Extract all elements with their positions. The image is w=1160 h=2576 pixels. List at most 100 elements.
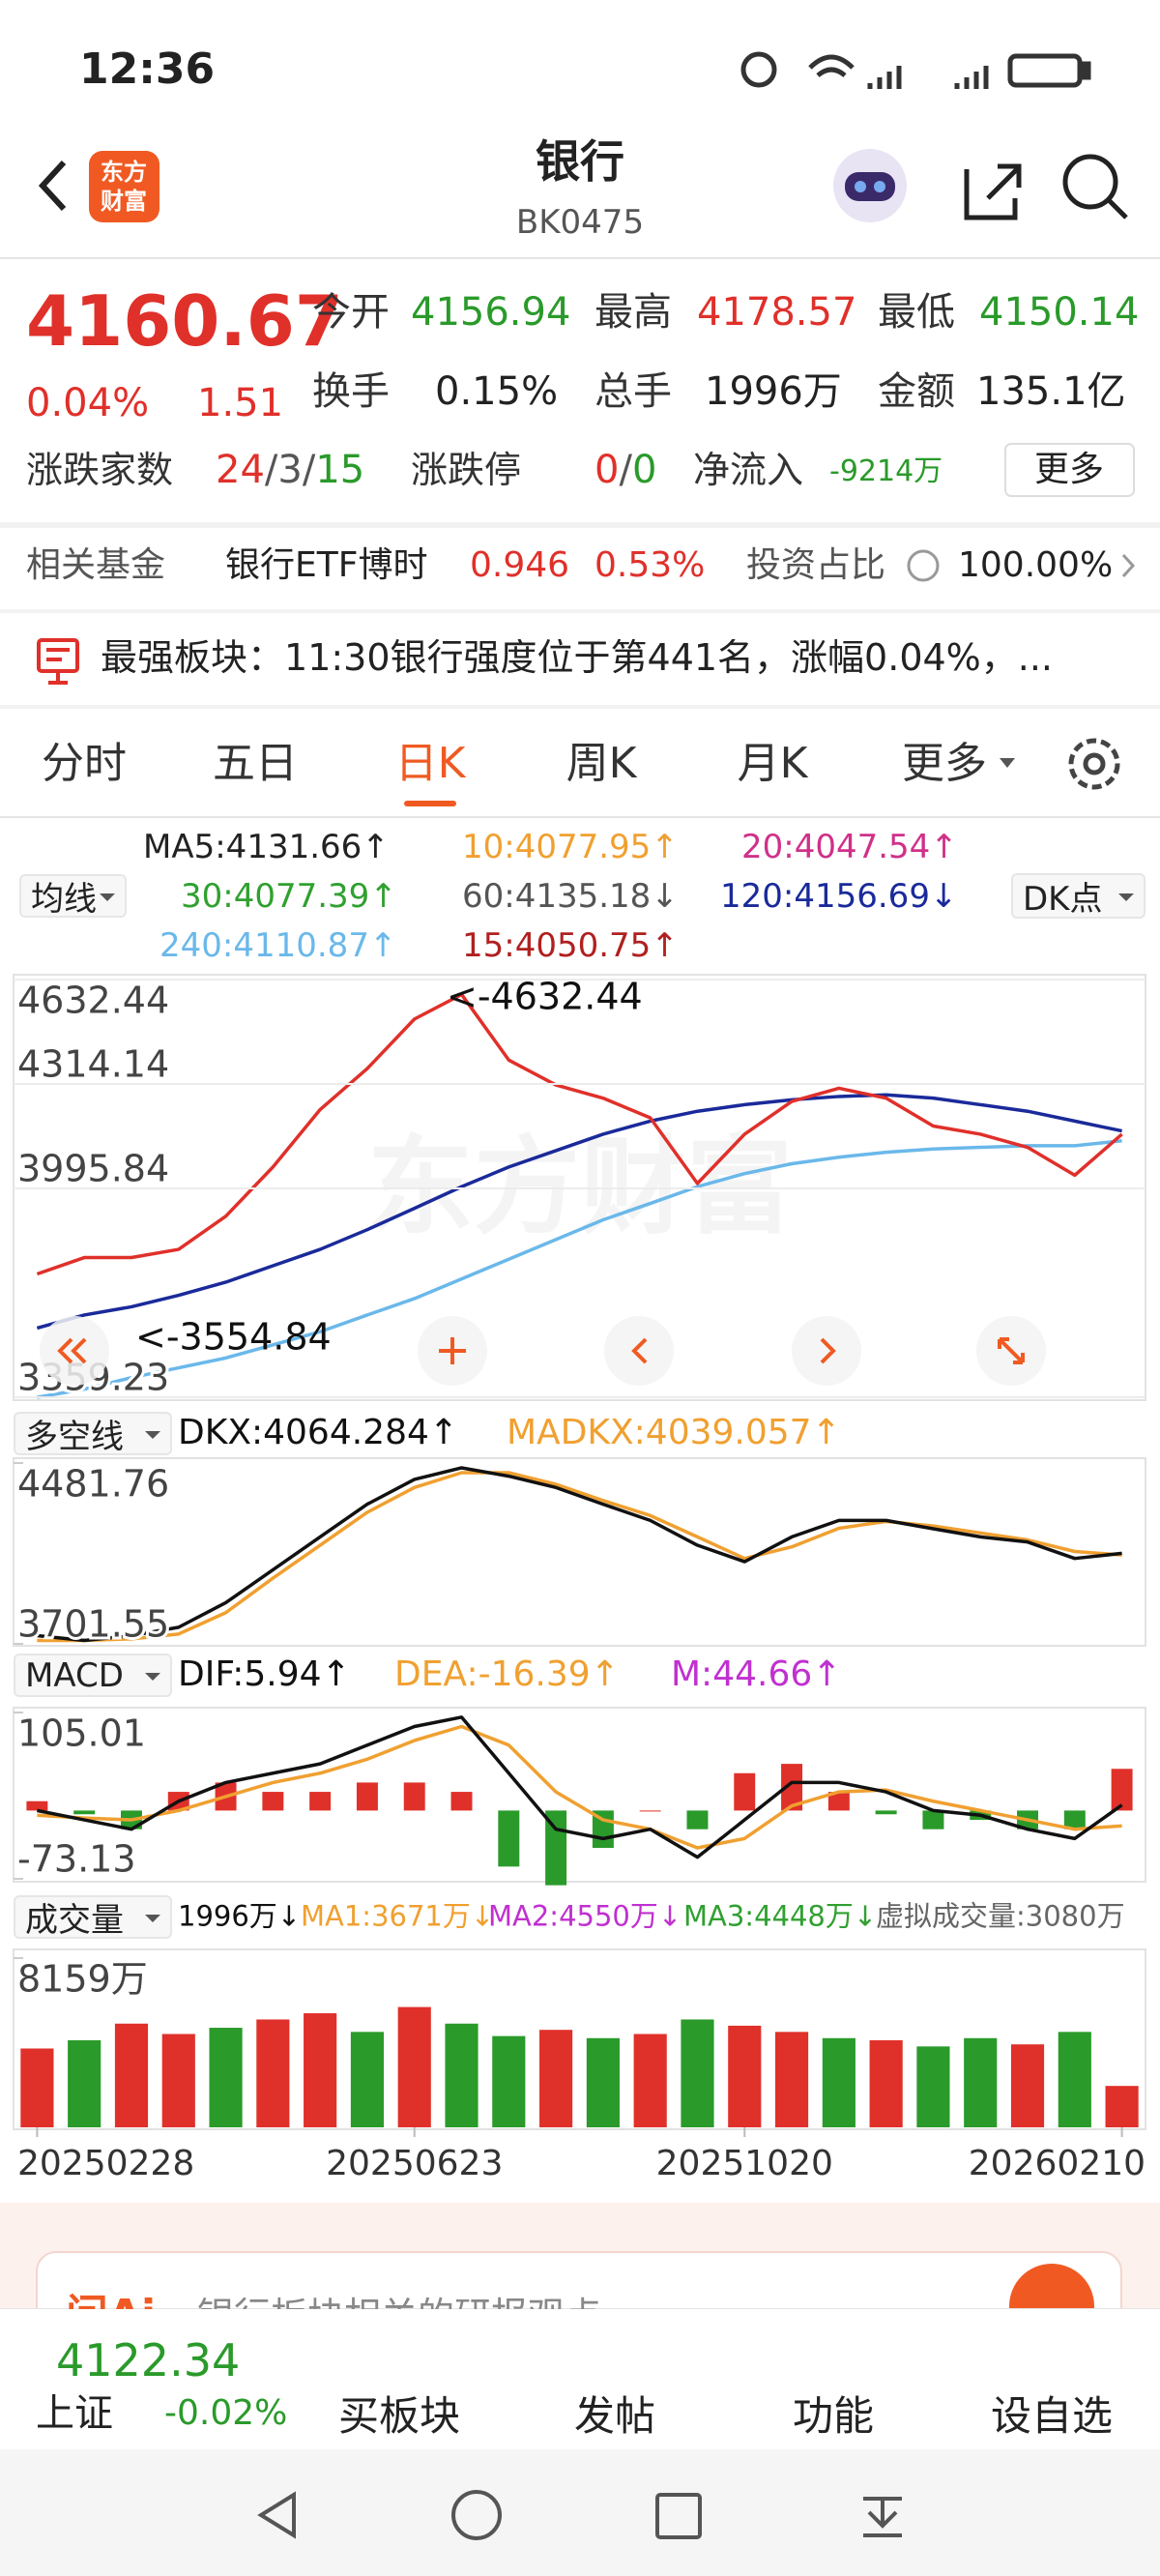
- search-icon[interactable]: [1062, 154, 1128, 220]
- app-logo: [89, 151, 160, 222]
- index-value[interactable]: 4122.34: [56, 2334, 241, 2386]
- dk-button[interactable]: DK点: [1011, 873, 1146, 919]
- tab[interactable]: 五日: [213, 739, 298, 788]
- bar: [734, 1772, 756, 1811]
- sep: /: [264, 448, 278, 492]
- toolbar-item[interactable]: 发帖: [573, 2392, 656, 2440]
- field-value: 1996万: [705, 369, 842, 414]
- legend-item: MADKX:4039.057↑: [507, 1413, 841, 1452]
- news[interactable]: 最强板块：11:30银行强度位于第441名，涨幅0.04%，...: [101, 639, 1145, 676]
- y-tick-label: 8159万: [17, 1958, 148, 2001]
- index-pct: -0.02%: [164, 2393, 288, 2433]
- series-line: [37, 1471, 1122, 1643]
- bar: [539, 2030, 573, 2127]
- bar: [586, 2037, 620, 2127]
- bar: [309, 1792, 332, 1811]
- bar: [403, 1782, 425, 1811]
- bar: [20, 2048, 54, 2127]
- field-value: 4156.94: [411, 290, 571, 335]
- y-tick-label: 4481.76: [17, 1463, 169, 1506]
- bar: [68, 2039, 102, 2127]
- more-button[interactable]: [1004, 443, 1135, 497]
- fund-label: 相关基金: [26, 545, 166, 585]
- macd-selector[interactable]: MACD: [14, 1654, 172, 1697]
- bar: [161, 2034, 195, 2127]
- bar: [728, 2025, 762, 2127]
- field-value: 0.15%: [435, 369, 559, 414]
- index-name[interactable]: 上证: [36, 2391, 113, 2436]
- bar: [1010, 2044, 1045, 2127]
- inflow-label: 净流入: [693, 449, 804, 491]
- back-icon[interactable]: [38, 160, 67, 212]
- dkx-selector[interactable]: 多空线: [14, 1412, 172, 1456]
- bar: [73, 1810, 96, 1815]
- bar: [498, 1810, 520, 1867]
- x-tick-label: 20260210: [969, 2144, 1146, 2183]
- bar: [350, 2032, 385, 2127]
- bar: [114, 2023, 149, 2127]
- bar: [916, 2046, 950, 2127]
- fund-name[interactable]: 银行ETF博时: [225, 545, 428, 585]
- breadth: 24/3/15: [216, 451, 364, 489]
- field-label: 最低: [878, 290, 955, 335]
- ma-legend-item: 10:4077.95↑: [462, 828, 679, 866]
- bar: [774, 2032, 809, 2127]
- up: 24: [216, 448, 265, 492]
- ma-legend-item: 120:4156.69↓: [720, 877, 958, 916]
- chart-control[interactable]: [604, 1316, 674, 1386]
- news-text: 11:30银行强度位于第441名，涨幅0.04%，...: [284, 639, 1054, 676]
- bar: [492, 2035, 526, 2127]
- legend-item: DKX:4064.284↑: [178, 1413, 459, 1452]
- tab[interactable]: 周K: [566, 739, 637, 788]
- gap: [0, 522, 1160, 528]
- series-line: [37, 1724, 1122, 1850]
- dropdown-arrow: [1000, 758, 1015, 768]
- chart-control[interactable]: [792, 1316, 861, 1386]
- tab[interactable]: 分时: [42, 739, 127, 788]
- y-tick-label: 4632.44: [17, 980, 169, 1022]
- nav-icons[interactable]: [257, 2490, 902, 2540]
- bar: [397, 2006, 431, 2127]
- tab[interactable]: 更多: [902, 739, 987, 788]
- ma-selector[interactable]: 均线: [19, 874, 127, 919]
- more-label[interactable]: 更多: [1033, 450, 1105, 489]
- volume-selector[interactable]: 成交量: [14, 1895, 172, 1940]
- toolbar-item[interactable]: 功能: [792, 2392, 875, 2440]
- field-label: 金额: [878, 369, 955, 414]
- share-icon[interactable]: [964, 163, 1022, 220]
- series-line: [37, 1139, 1122, 1399]
- ma-legend-item: MA5:4131.66↑: [143, 828, 390, 866]
- bar: [639, 1810, 661, 1812]
- settings-icon[interactable]: [1068, 738, 1120, 790]
- bar: [209, 2028, 243, 2127]
- field-label: 最高: [594, 290, 672, 335]
- news-icon: [37, 638, 79, 685]
- y-tick-label: 4314.14: [17, 1042, 169, 1085]
- chevron[interactable]: [1121, 553, 1136, 578]
- help-icon[interactable]: [907, 549, 940, 582]
- tab[interactable]: 日K: [394, 739, 466, 788]
- assistant-icon[interactable]: [833, 149, 907, 222]
- ratio: 100.00%: [958, 545, 1114, 585]
- bar: [922, 1810, 944, 1830]
- bar: [1063, 1810, 1086, 1830]
- field-label: 换手: [312, 369, 390, 414]
- annotation: <-4632.44: [447, 976, 643, 1018]
- bar: [681, 2019, 714, 2127]
- field-label: 今开: [312, 290, 390, 335]
- gap: [0, 705, 1160, 709]
- toolbar: [0, 2309, 1160, 2449]
- limit: 0/0: [594, 451, 656, 489]
- series-line: [37, 1715, 1123, 1859]
- logo-text: 财富: [101, 188, 147, 215]
- toolbar-item[interactable]: 设自选: [990, 2392, 1114, 2440]
- legend-item: MA1:3671万↓: [301, 1899, 495, 1933]
- change-pct: 0.04%: [26, 381, 150, 425]
- x-tick-label: 20251020: [656, 2144, 833, 2183]
- bar: [1111, 1769, 1133, 1811]
- control-icon: [57, 1337, 1025, 1364]
- field-value: 4178.57: [697, 290, 857, 335]
- toolbar-item[interactable]: 买板块: [337, 2392, 461, 2440]
- tab[interactable]: 月K: [737, 739, 808, 788]
